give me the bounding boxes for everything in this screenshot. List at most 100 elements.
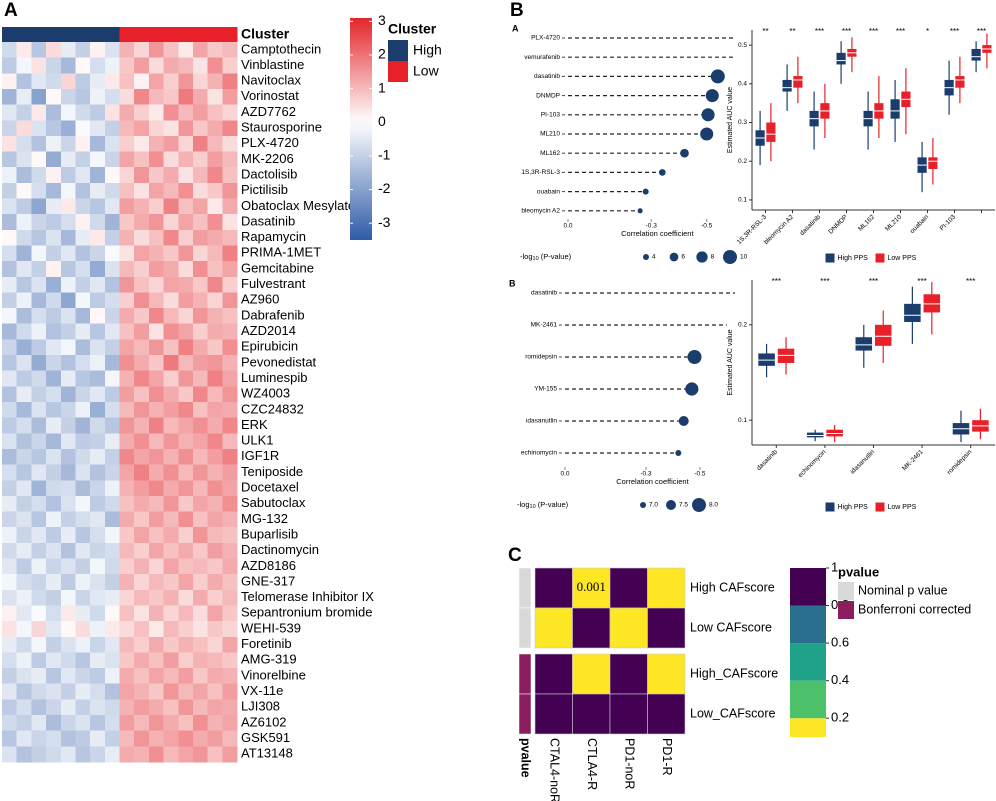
row-label: Dactolisib: [241, 166, 297, 181]
heatmap-cell: [31, 229, 47, 246]
heatmap-cell: [46, 104, 62, 121]
heatmap-cell: [60, 276, 76, 293]
heatmap-cell: [178, 370, 194, 387]
heatmap-cell: [148, 448, 164, 465]
heatmap-cell: [31, 42, 47, 58]
heatmap-cell: [104, 135, 120, 152]
row-label: High_CAFscore: [690, 666, 778, 680]
heatmap-cell: [90, 746, 106, 763]
heatmap-cell: [222, 135, 238, 152]
heatmap-cell: [134, 511, 150, 528]
cluster-cell: [75, 27, 91, 42]
heatmap-cell: [178, 135, 194, 152]
heatmap-cell: [192, 229, 208, 246]
heatmap-cell: [104, 746, 120, 763]
heatmap-cell: [207, 699, 223, 716]
heatmap-cell: [16, 527, 32, 544]
heatmap-cell: [46, 182, 62, 199]
heatmap-cell: [90, 73, 106, 90]
x-tick-label: -0.3: [646, 223, 658, 230]
category-label: bleomycin A2: [521, 208, 560, 215]
heatmap-cell: [119, 464, 135, 481]
heatmap-cell: [2, 135, 17, 152]
heatmap-cell: [148, 558, 164, 575]
heatmap-cell: [222, 167, 238, 184]
dot: [658, 169, 666, 176]
row-annotation: [518, 567, 532, 609]
heatmap-cell: [2, 386, 17, 403]
heatmap-cell: [119, 715, 135, 731]
size-legend-label: 10: [740, 254, 748, 261]
size-legend-dot: [723, 250, 737, 264]
heatmap-cell: [134, 574, 150, 591]
heatmap-cell: [148, 182, 164, 199]
heatmap-cell: [90, 668, 106, 685]
row-label: MK-2206: [241, 151, 294, 166]
heatmap-cell: [119, 542, 135, 559]
cluster-cell: [60, 27, 76, 42]
size-legend-title-part: -log: [520, 252, 533, 261]
heatmap-cell: [647, 567, 686, 609]
heatmap-cell: [16, 605, 32, 622]
heatmap-cell: [31, 621, 47, 638]
heatmap-cell: [104, 417, 120, 434]
heatmap-cell: [163, 323, 179, 340]
heatmap-cell: [222, 370, 238, 387]
heatmap-cell: [104, 448, 120, 465]
colorbar-tick-label: 2: [378, 46, 386, 62]
row-label: ERK: [241, 417, 268, 432]
heatmap-cell: [31, 214, 47, 231]
category-label: 1S,3R-RSL-3: [521, 169, 560, 176]
heatmap-cell: [60, 542, 76, 559]
heatmap-cell: [192, 198, 208, 215]
heatmap-cell: [534, 567, 573, 609]
heatmap-cell: [60, 88, 76, 105]
heatmap-cell: [222, 448, 238, 465]
heatmap-cell: [134, 480, 150, 497]
heatmap-cell: [163, 57, 179, 74]
heatmap-cell: [104, 636, 120, 653]
heatmap-cell: [90, 574, 106, 591]
row-label: AT13148: [241, 746, 293, 761]
heatmap-cell: [119, 652, 135, 669]
heatmap-cell: [148, 527, 164, 544]
heatmap-cell: [134, 245, 150, 262]
heatmap-cell: [134, 746, 150, 763]
heatmap-cell: [534, 693, 573, 735]
heatmap-cell: [163, 135, 179, 152]
heatmap-cell: [75, 198, 91, 215]
heatmap-cell: [16, 448, 32, 465]
row-label: AZD7762: [241, 104, 296, 119]
heatmap-cell: [90, 527, 106, 544]
heatmap-cell: [104, 370, 120, 387]
heatmap-cell: [46, 73, 62, 90]
heatmap-cell: [178, 292, 194, 309]
heatmap-cell: [90, 683, 106, 700]
cluster-cell: [207, 27, 223, 42]
heatmap-cell: [104, 589, 120, 606]
heatmap-cell: [119, 683, 135, 700]
heatmap-cell: [163, 308, 179, 325]
heatmap-cell: [192, 120, 208, 137]
heatmap-cell: [163, 464, 179, 481]
heatmap-cell: [134, 464, 150, 481]
legend-swatch: [825, 502, 835, 512]
heatmap-cell: [192, 182, 208, 199]
heatmap-cell: [60, 57, 76, 74]
colorbar-tick-label: 0.2: [831, 710, 849, 725]
heatmap-cell: [222, 464, 238, 481]
heatmap-cell: [207, 261, 223, 278]
heatmap-cell: [60, 292, 76, 309]
heatmap-cell: [16, 558, 32, 575]
heatmap-cell: [119, 198, 135, 215]
heatmap-cell: [207, 135, 223, 152]
heatmap-cell: [207, 433, 223, 450]
heatmap-cell: [163, 480, 179, 497]
heatmap-cell: [148, 42, 164, 58]
heatmap-cell: [2, 495, 17, 512]
heatmap-cell: [207, 668, 223, 685]
heatmap-cell: [31, 386, 47, 403]
heatmap-cell: [60, 120, 76, 137]
heatmap-cell: [16, 135, 32, 152]
